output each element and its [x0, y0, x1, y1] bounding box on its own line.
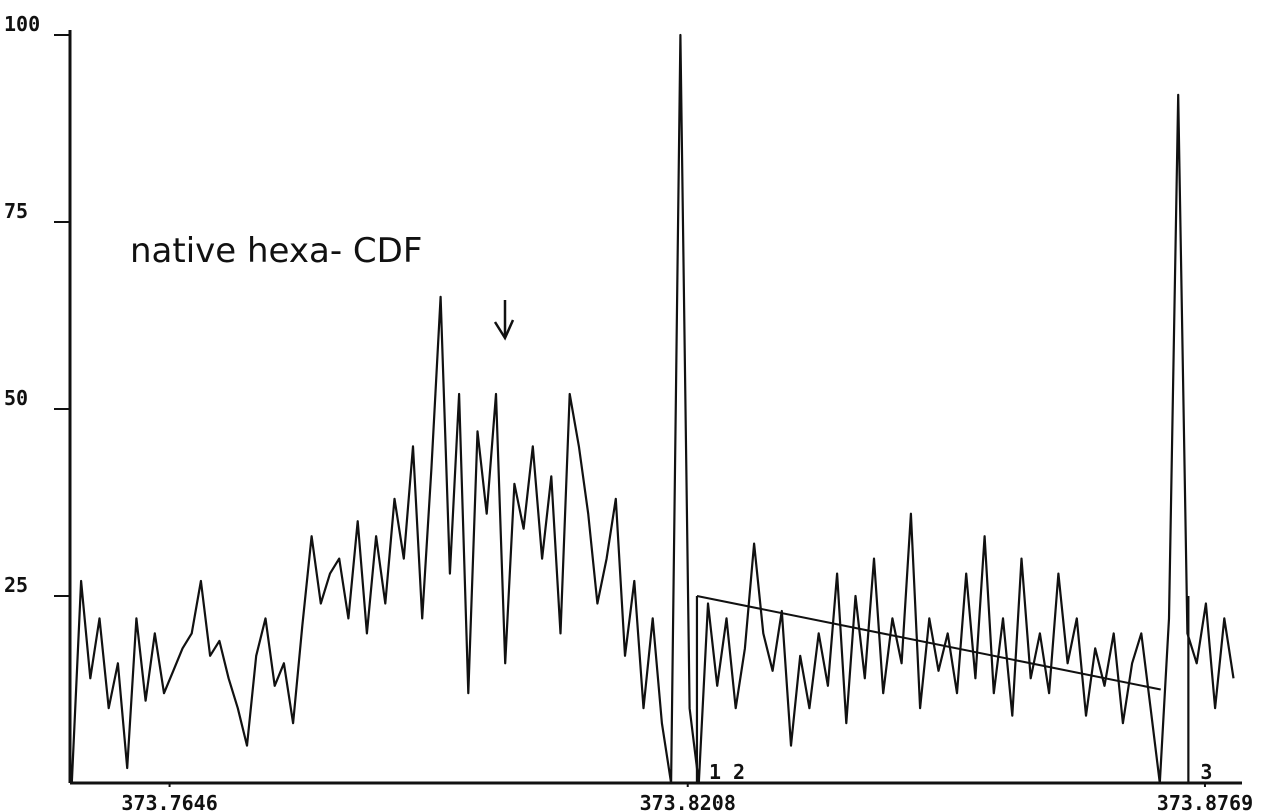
marker-label: 1 2	[709, 760, 745, 784]
x-tick-label: 373.8208	[640, 791, 736, 812]
x-tick-label: 373.7646	[121, 791, 217, 812]
spectrum-line	[70, 33, 1235, 785]
y-tick-label: 100	[4, 12, 40, 36]
y-tick-label: 75	[4, 199, 28, 223]
y-tick-label: 50	[4, 386, 28, 410]
baseline	[696, 595, 1161, 691]
marker-label: 3	[1200, 760, 1212, 784]
arrow	[493, 300, 515, 341]
x-tick-label: 373.8769	[1157, 791, 1253, 812]
y-tick-label: 25	[4, 573, 28, 597]
annotation: native hexa- CDF	[130, 231, 422, 271]
